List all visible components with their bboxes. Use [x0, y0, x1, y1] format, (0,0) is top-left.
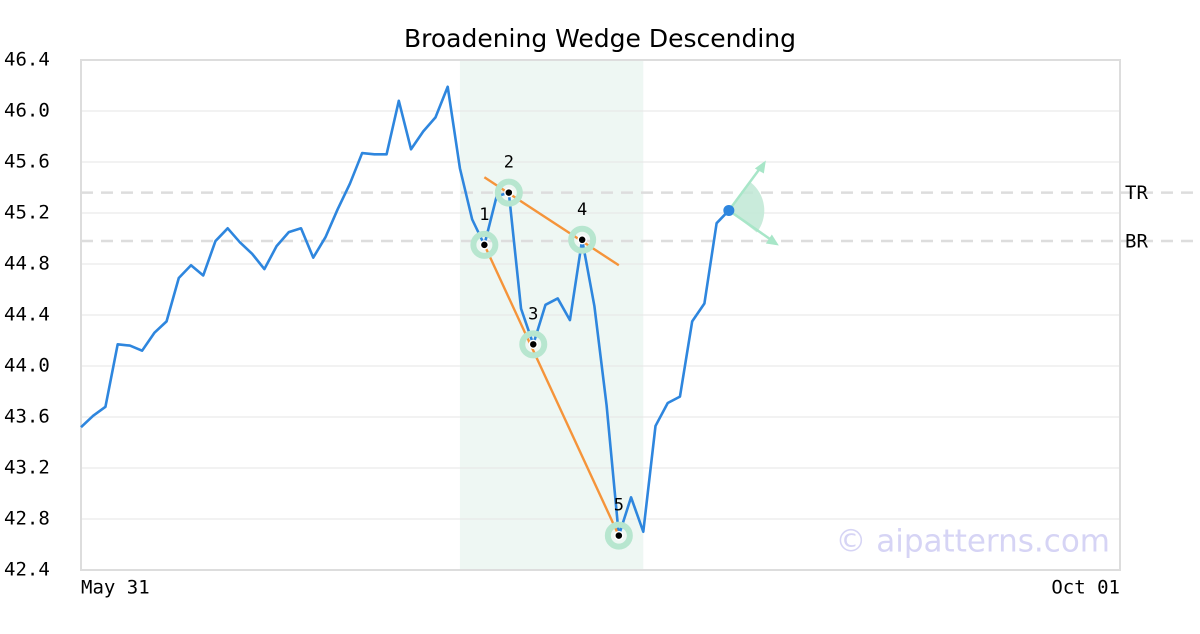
arrow-head [765, 234, 779, 246]
y-tick-label: 45.2 [4, 202, 50, 224]
level-label: TR [1125, 182, 1148, 204]
y-tick-label: 44.0 [4, 355, 50, 377]
x-tick-label: Oct 01 [1051, 577, 1120, 599]
trend-line [483, 244, 620, 537]
point-label: 4 [577, 200, 587, 220]
watermark: © aipatterns.com [835, 524, 1110, 560]
point-label: 1 [479, 205, 489, 225]
point-halo [519, 330, 548, 359]
y-tick-label: 45.6 [4, 151, 50, 173]
point-label: 5 [614, 496, 624, 516]
point-label: 2 [504, 153, 514, 173]
point-label: 3 [528, 304, 538, 324]
y-tick-label: 46.4 [4, 49, 50, 71]
point-dot [614, 530, 624, 541]
plot-frame [80, 59, 1121, 571]
x-tick-label: May 31 [81, 577, 150, 599]
y-tick-label: 42.8 [4, 508, 50, 530]
y-tick-label: 44.4 [4, 304, 50, 326]
point-dot [479, 240, 490, 250]
point-dot [504, 187, 514, 198]
level-label: BR [1125, 231, 1148, 253]
chart-title: Broadening Wedge Descending [404, 24, 796, 53]
arrow-head [754, 160, 766, 174]
y-tick-label: 46.0 [4, 100, 50, 122]
price-line [80, 85, 730, 537]
y-tick-label: 43.2 [4, 457, 50, 479]
y-tick-label: 42.4 [4, 559, 50, 581]
point-dot [528, 339, 539, 350]
point-halo [604, 521, 633, 550]
y-tick-label: 44.8 [4, 253, 50, 275]
last-point [723, 204, 735, 216]
projection-arrow [728, 209, 776, 244]
point-halo [568, 225, 597, 254]
y-tick-label: 43.6 [4, 406, 50, 428]
point-dot [577, 235, 587, 245]
point-halo [470, 230, 499, 259]
projection-arrow [727, 163, 764, 212]
projection-wedge [728, 182, 765, 233]
point-halo [494, 178, 523, 207]
